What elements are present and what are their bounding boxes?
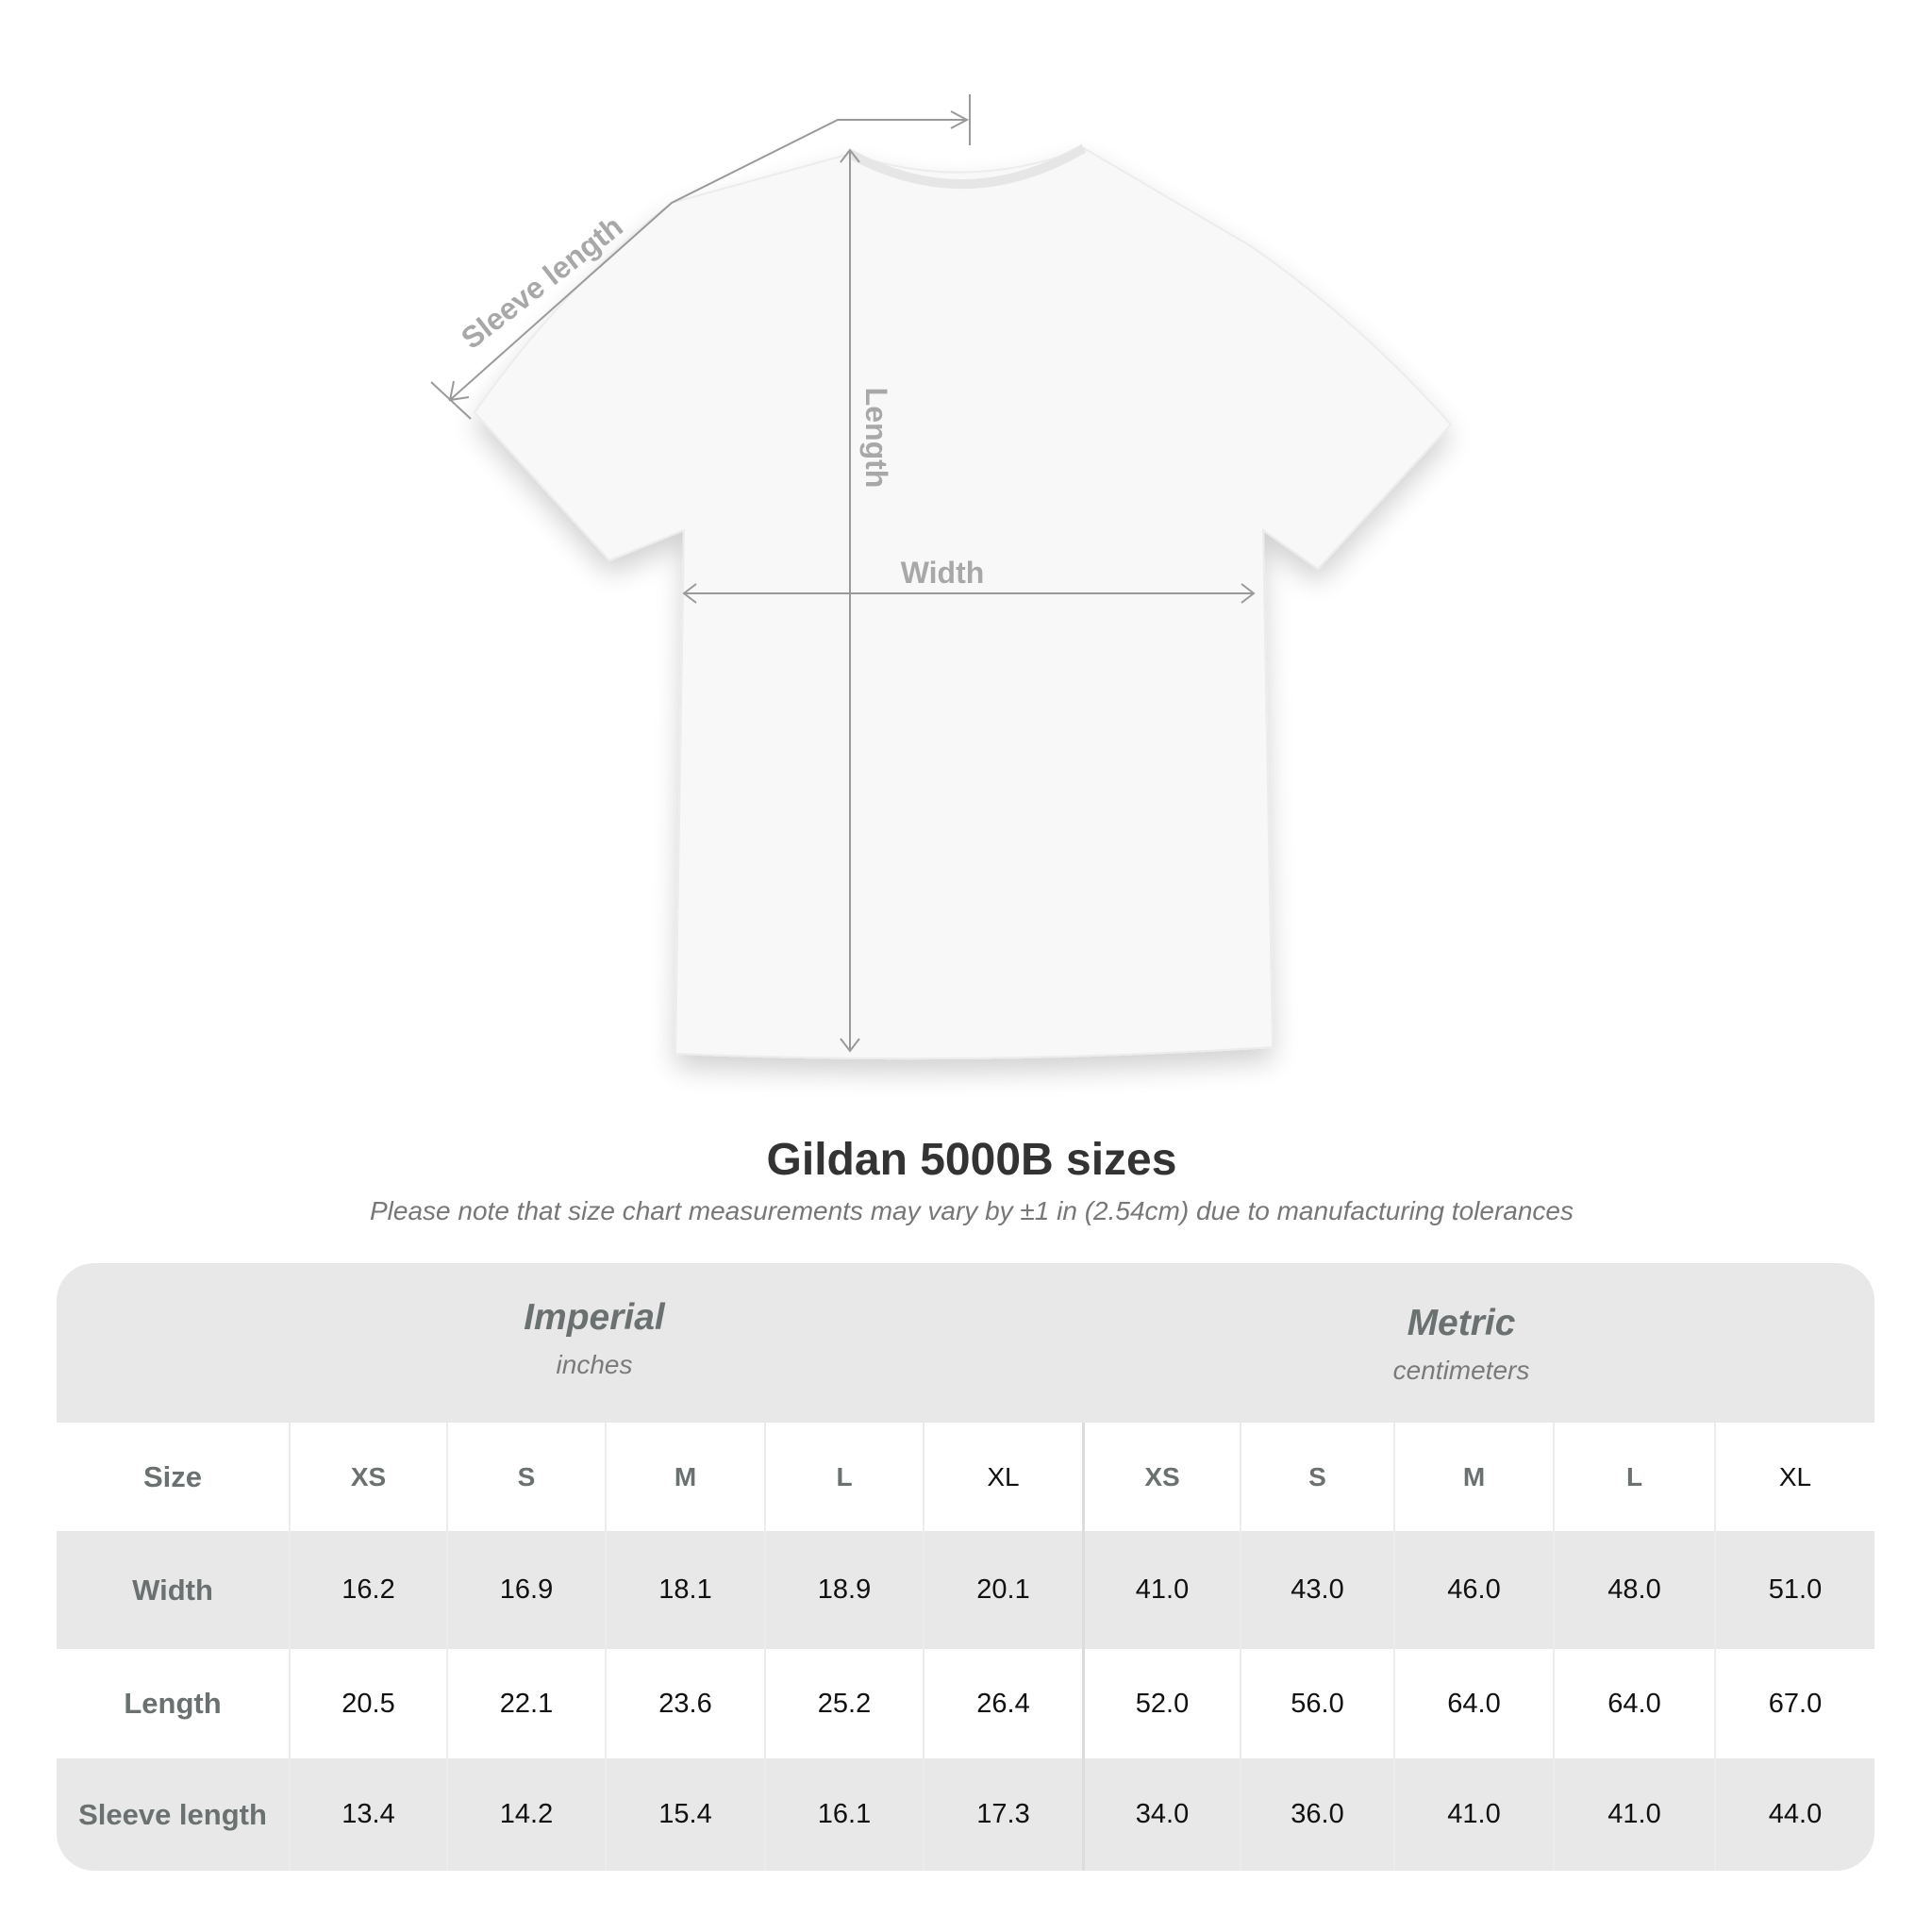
size-column-header: XS: [1082, 1423, 1240, 1531]
table-cell: 26.4: [923, 1649, 1082, 1758]
size-column-header: S: [1240, 1423, 1393, 1531]
size-column-header: M: [605, 1423, 764, 1531]
table-cell: 36.0: [1240, 1758, 1393, 1871]
length-annotation: [840, 148, 860, 1053]
size-column-header: S: [446, 1423, 605, 1531]
table-cell: 64.0: [1553, 1649, 1714, 1758]
sleeve-length-annotation: [430, 94, 971, 420]
size-row: Size XS S M L XL XS S M L XL: [57, 1423, 1874, 1531]
table-cell: 13.4: [289, 1758, 446, 1871]
table-header: Imperial inches Metric centimeters: [57, 1263, 1874, 1423]
width-annotation: [682, 583, 1256, 604]
size-column-header: XL: [923, 1423, 1082, 1531]
table-cell: 46.0: [1393, 1531, 1553, 1649]
length-label: Length: [859, 388, 893, 489]
size-column-header: XL: [1714, 1423, 1874, 1531]
table-cell: 16.1: [764, 1758, 923, 1871]
tolerance-note: Please note that size chart measurements…: [370, 1196, 1574, 1225]
table-cell: 51.0: [1714, 1531, 1874, 1649]
table-cell: 20.1: [923, 1531, 1082, 1649]
table-cell: 25.2: [764, 1649, 923, 1758]
table-cell: 16.2: [289, 1531, 446, 1649]
metric-group: Metric centimeters: [1273, 1303, 1650, 1386]
size-column-header: L: [764, 1423, 923, 1531]
table-cell: 67.0: [1714, 1649, 1874, 1758]
table-cell: 44.0: [1714, 1758, 1874, 1871]
size-column-header: M: [1393, 1423, 1553, 1531]
table-cell: 56.0: [1240, 1649, 1393, 1758]
table-cell: 20.5: [289, 1649, 446, 1758]
tshirt-shape: [473, 146, 1453, 1060]
table-cell: 18.9: [764, 1531, 923, 1649]
table-cell: 43.0: [1240, 1531, 1393, 1649]
table-cell: 17.3: [923, 1758, 1082, 1871]
group-unit: inches: [556, 1350, 633, 1379]
table-cell: 22.1: [446, 1649, 605, 1758]
table-cell: 41.0: [1393, 1758, 1553, 1871]
table-cell: 52.0: [1082, 1649, 1240, 1758]
imperial-group: Imperial inches: [406, 1297, 783, 1380]
row-label: Sleeve length: [78, 1797, 267, 1831]
table-cell: 14.2: [446, 1758, 605, 1871]
page-title: Gildan 5000B sizes: [766, 1135, 1177, 1185]
table-cell: 18.1: [605, 1531, 764, 1649]
table-cell: 41.0: [1082, 1531, 1240, 1649]
table-row-length: Length 20.5 22.1 23.6 25.2 26.4 52.0 56.0 64.0 64…: [57, 1649, 1874, 1758]
row-label: Width: [132, 1573, 213, 1607]
size-header: Size: [142, 1459, 203, 1493]
size-column-header: L: [1553, 1423, 1714, 1531]
table-cell: 23.6: [605, 1649, 764, 1758]
table-cell: 34.0: [1082, 1758, 1240, 1871]
width-label: Width: [901, 556, 985, 590]
row-label: Length: [124, 1687, 222, 1720]
size-table: Imperial inches Metric centimeters Size X…: [57, 1263, 1874, 1871]
table-cell: 15.4: [605, 1758, 764, 1871]
tshirt-diagram: Sleeve length Length Width: [430, 94, 1453, 1060]
table-row-sleeve-length: Sleeve length 13.4 14.2 15.4 16.1 17.3 34.0 36.…: [57, 1758, 1874, 1871]
table-cell: 41.0: [1553, 1758, 1714, 1871]
group-name: Imperial: [524, 1297, 665, 1338]
table-cell: 48.0: [1553, 1531, 1714, 1649]
size-column-header: XS: [289, 1423, 446, 1531]
table-row-width: Width 16.2 16.9 18.1 18.9 20.1 41.0 43.0 46.0 48.…: [57, 1531, 1874, 1649]
table-cell: 64.0: [1393, 1649, 1553, 1758]
table-cell: 16.9: [446, 1531, 605, 1649]
group-name: Metric: [1407, 1303, 1516, 1343]
group-unit: centimeters: [1392, 1356, 1530, 1385]
